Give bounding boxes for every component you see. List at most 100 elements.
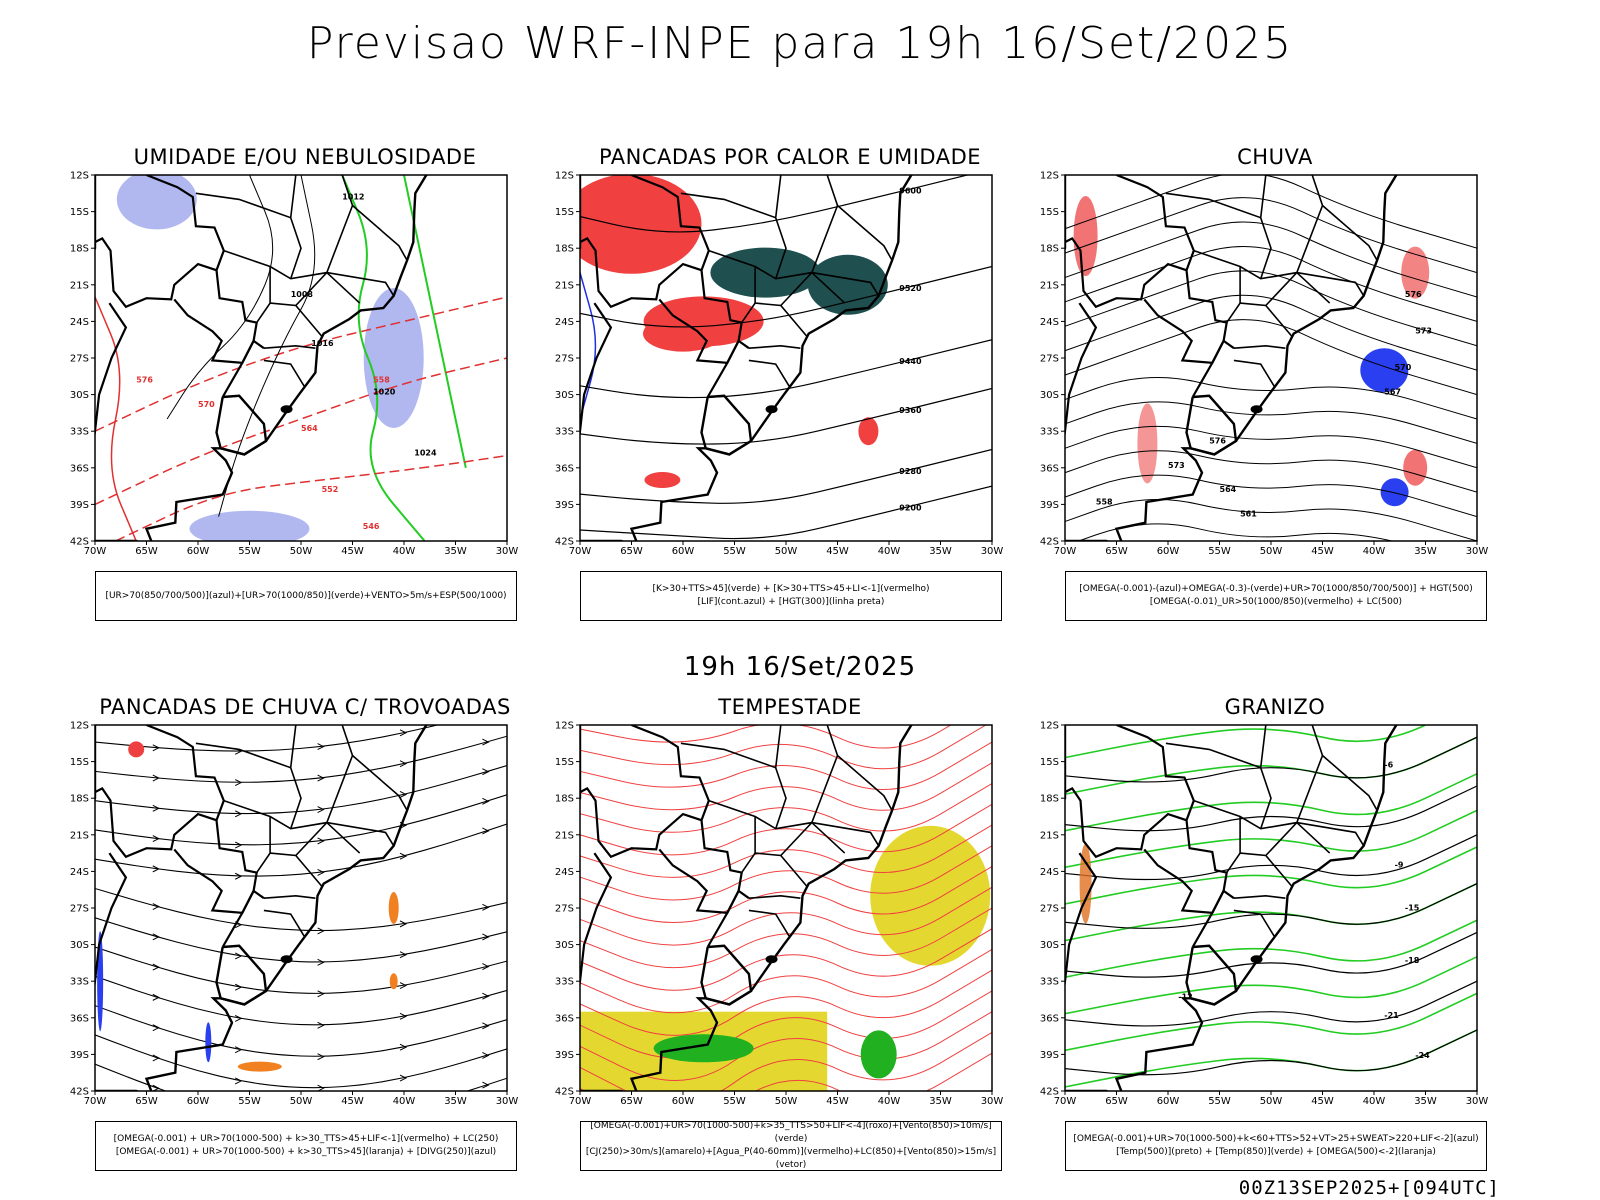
state-border: [1233, 909, 1275, 937]
lon-tick-label: 55W: [723, 546, 746, 557]
lon-tick-label: 45W: [1311, 546, 1334, 557]
map-layer: -6 -9 -15 -18 -21 -24 -12: [1065, 725, 1477, 1091]
lon-tick-label: 70W: [1054, 1096, 1077, 1107]
svg-text:570: 570: [1395, 363, 1412, 372]
panel-tempestade: TEMPESTADE 12S 15S 18S 21S 24S 27S 30S 33S 36S 39…: [540, 695, 1040, 1185]
panel-title: PANCADAS POR CALOR E UMIDADE: [598, 145, 982, 169]
lon-tick-label: 65W: [620, 1096, 643, 1107]
legend-line-2: [OMEGA(-0.001) + UR>70(1000-500) + k>30_…: [115, 1147, 497, 1157]
map-layer: 9600 9520 9440 9360 9280 9200: [580, 175, 992, 541]
streamline-arrow: [482, 768, 490, 776]
lat-tick-label: 12S: [1040, 171, 1059, 182]
temp850-line: [1065, 809, 1477, 869]
lon-tick-label: 60W: [1157, 1096, 1180, 1107]
humidity-blue: [189, 510, 310, 541]
streamline-red: [580, 803, 992, 856]
streamline-arrow: [152, 1054, 160, 1062]
lat-tick-label: 18S: [555, 794, 574, 805]
lon-tick-label: 35W: [929, 1096, 952, 1107]
lagoon: [765, 405, 778, 414]
streamline-arrow: [399, 760, 408, 768]
country-border: [95, 302, 128, 440]
streamline: [95, 1063, 507, 1091]
lat-tick-label: 15S: [555, 757, 574, 768]
streamline-arrow: [235, 1109, 241, 1115]
lat-tick-label: 39S: [1040, 1050, 1059, 1061]
lat-tick-label: 42S: [1040, 1087, 1059, 1098]
lon-tick-label: 35W: [444, 1096, 467, 1107]
streamline-arrow: [482, 963, 490, 971]
country-border: [95, 852, 128, 990]
streamline-arrow: [234, 841, 243, 849]
hgt500-line: [1077, 523, 1395, 541]
red-area: [858, 417, 879, 446]
state-border: [1311, 175, 1324, 206]
legend-box: [UR>70(850/700/500)](azul)+[UR>70(1000/8…: [95, 571, 517, 621]
isobar: [218, 175, 316, 517]
state-border: [1296, 821, 1365, 847]
hgt300-line: [580, 265, 992, 328]
state-border: [289, 217, 302, 279]
red-area: [580, 175, 702, 274]
state-border: [1259, 217, 1272, 279]
map-layer: 576 573 570 567 576 573 564 561 558: [1065, 175, 1477, 541]
map-layer: 1012 1008 1016 1020 1024 576 570 564 558 552 546: [95, 175, 507, 541]
uruguay-border: [700, 394, 753, 456]
state-border: [270, 302, 323, 337]
lat-tick-label: 30S: [70, 390, 89, 401]
lat-tick-label: 15S: [70, 207, 89, 218]
lat-tick-label: 36S: [1040, 1013, 1059, 1024]
legend-box: [OMEGA(-0.001)-(azul)+OMEGA(-0.3)-(verde…: [1065, 571, 1487, 621]
streamline-arrow: [152, 835, 160, 843]
streamline-arrow: [399, 729, 408, 737]
lon-tick-label: 60W: [672, 1096, 695, 1107]
streamline: [95, 1005, 507, 1057]
country-border: [221, 339, 265, 398]
panel-pancadas-calor: PANCADAS POR CALOR E UMIDADE 9600 9520 944…: [540, 145, 1040, 635]
streamline-arrow: [482, 933, 490, 941]
lon-tick-label: 30W: [1466, 546, 1489, 557]
state-border: [774, 767, 787, 829]
temp850-line: [1065, 725, 1428, 759]
svg-text:576: 576: [1405, 290, 1422, 299]
lat-tick-label: 18S: [70, 244, 89, 255]
lat-tick-label: 24S: [70, 867, 89, 878]
state-border: [1233, 894, 1286, 899]
lat-tick-label: 30S: [555, 940, 574, 951]
state-border: [741, 816, 756, 874]
lat-tick-label: 24S: [1040, 867, 1059, 878]
state-border: [1193, 755, 1324, 830]
streamline-arrow: [482, 1081, 490, 1089]
hgt500-line: [1065, 175, 1477, 249]
lagoon: [280, 405, 293, 414]
hgt500-line: [1065, 425, 1477, 469]
svg-text:-12: -12: [1178, 993, 1192, 1002]
lat-tick-label: 27S: [555, 904, 574, 915]
lon-tick-label: 30W: [496, 546, 519, 557]
streamline-arrow: [234, 952, 243, 960]
state-border: [1259, 767, 1272, 829]
lon-tick-label: 65W: [135, 546, 158, 557]
svg-text:564: 564: [301, 424, 318, 433]
lon-tick-label: 50W: [1260, 1096, 1283, 1107]
legend-line-1: [UR>70(850/700/500)](azul)+[UR>70(1000/8…: [105, 590, 507, 601]
country-border: [1065, 725, 1195, 859]
state-border: [263, 909, 305, 937]
state-border: [826, 725, 839, 756]
uruguay-border: [700, 944, 753, 1006]
svg-text:-21: -21: [1384, 1011, 1399, 1020]
state-border: [680, 175, 782, 219]
lat-tick-label: 39S: [70, 1050, 89, 1061]
streamline-arrow: [399, 920, 408, 928]
streamline-arrow: [399, 1074, 408, 1082]
country-border: [173, 270, 258, 365]
lat-tick-label: 33S: [1040, 427, 1059, 438]
streamline-red: [580, 725, 952, 749]
streamline: [95, 794, 507, 846]
state-border: [1240, 852, 1293, 887]
svg-text:9520: 9520: [899, 284, 922, 293]
lif-blue: [580, 272, 597, 420]
lat-tick-label: 33S: [555, 977, 574, 988]
svg-text:9280: 9280: [899, 467, 922, 476]
rain-red: [1401, 246, 1430, 299]
